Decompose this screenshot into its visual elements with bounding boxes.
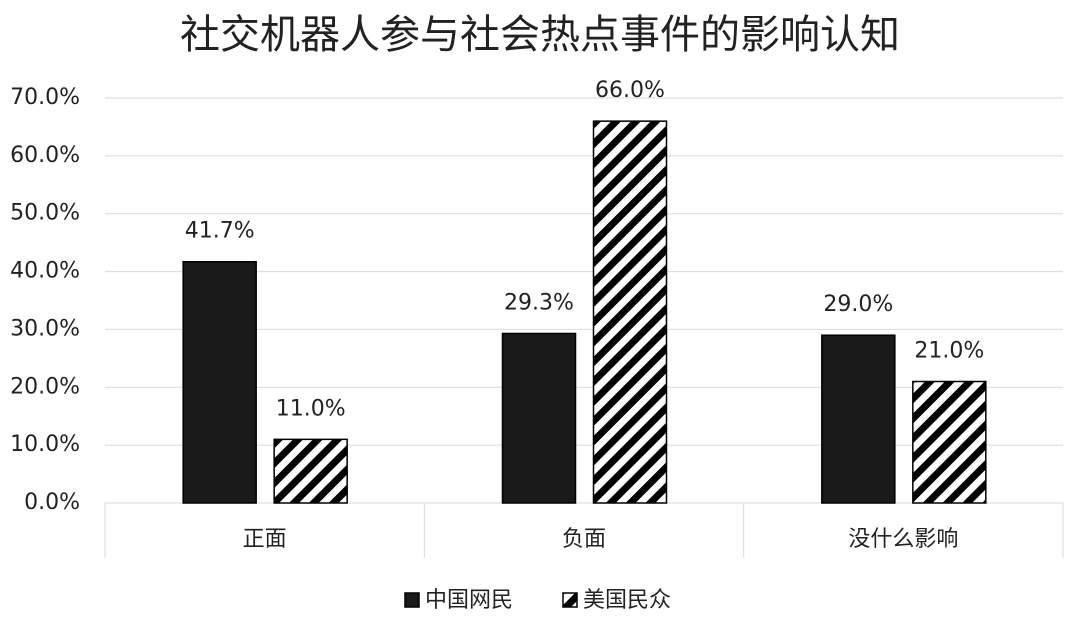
value-label: 66.0% <box>595 78 665 103</box>
value-label: 41.7% <box>185 219 255 244</box>
legend-label: 中国网民 <box>425 588 513 613</box>
legend-label: 美国民众 <box>583 588 671 613</box>
value-label: 29.3% <box>504 290 574 315</box>
value-label: 29.0% <box>823 292 893 317</box>
legend-swatch <box>404 592 420 608</box>
bar <box>273 438 348 504</box>
bar <box>821 334 896 504</box>
y-tick-label: 20.0% <box>10 374 80 399</box>
value-label: 21.0% <box>914 339 984 364</box>
y-tick-label: 0.0% <box>24 490 80 515</box>
y-tick-label: 70.0% <box>10 85 80 110</box>
bar <box>182 260 257 504</box>
y-tick-label: 50.0% <box>10 201 80 226</box>
x-tick-label: 负面 <box>562 527 606 552</box>
y-tick-label: 30.0% <box>10 316 80 341</box>
bar <box>592 120 668 504</box>
bar <box>501 332 577 504</box>
y-tick-label: 10.0% <box>10 432 80 457</box>
value-label: 11.0% <box>276 396 346 421</box>
chart-title: 社交机器人参与社会热点事件的影响认知 <box>180 12 900 58</box>
x-tick-label: 没什么影响 <box>848 527 958 552</box>
y-tick-label: 40.0% <box>10 259 80 284</box>
bar <box>912 380 987 504</box>
y-tick-label: 60.0% <box>10 143 80 168</box>
legend-swatch <box>562 592 578 608</box>
x-tick-label: 正面 <box>243 527 287 552</box>
